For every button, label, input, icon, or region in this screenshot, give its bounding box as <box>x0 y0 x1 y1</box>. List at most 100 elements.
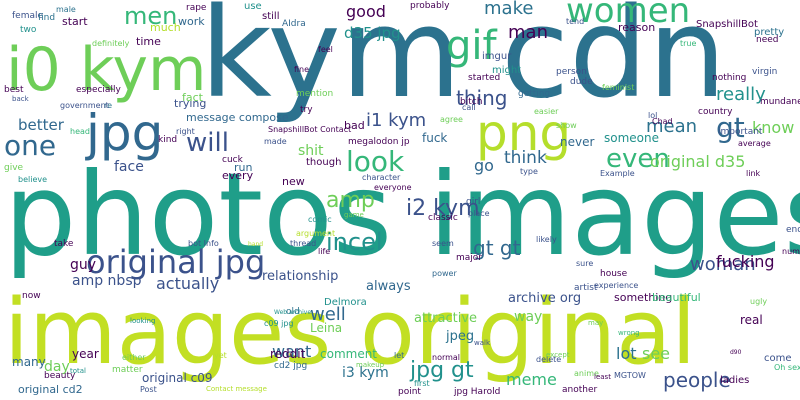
word: lot <box>616 344 637 363</box>
word: original d35 <box>650 152 746 171</box>
word: anime <box>574 369 599 378</box>
word: probably <box>410 1 450 11</box>
word: Contact message <box>206 385 267 393</box>
word: wrong <box>618 329 640 337</box>
word: experience <box>594 281 639 290</box>
word: SnapshillBot <box>696 19 758 30</box>
word: find <box>38 13 56 23</box>
word: well <box>310 304 346 325</box>
word: beautiful <box>652 291 701 304</box>
word: bitch <box>460 97 483 107</box>
word: seem <box>432 239 454 248</box>
word: man <box>508 22 548 43</box>
word: ladies <box>720 375 750 386</box>
word: getting <box>518 89 551 99</box>
word: come <box>764 353 792 364</box>
word: started <box>468 73 501 83</box>
word: trying <box>174 97 207 110</box>
word: definitely <box>92 39 130 48</box>
word: meme <box>506 370 557 389</box>
word: person <box>556 67 587 77</box>
word: megalodon jp <box>348 137 410 147</box>
word: amp nbsp <box>72 273 142 289</box>
word: relationship <box>262 269 339 284</box>
word: mean <box>646 116 698 137</box>
word: girl <box>466 197 481 207</box>
word: sure <box>576 259 594 268</box>
word: normal <box>432 353 461 362</box>
word: message compose <box>186 111 289 124</box>
word: walk <box>474 339 491 347</box>
word: Leina <box>310 321 343 335</box>
word: true <box>680 39 697 48</box>
word: mundane <box>760 97 800 107</box>
word: mention <box>296 89 334 99</box>
word: men <box>124 2 178 30</box>
word: old <box>286 307 300 317</box>
word: total <box>70 367 87 375</box>
word: gt gt <box>473 236 521 260</box>
word: Web archive <box>274 309 312 316</box>
word: government <box>60 101 109 110</box>
word: best <box>4 85 24 95</box>
word: something <box>614 291 673 304</box>
word: feel <box>318 45 333 54</box>
word: end <box>786 225 800 235</box>
word: make <box>484 0 534 19</box>
word: bad <box>344 119 365 132</box>
word: important <box>718 127 763 137</box>
word: original cd2 <box>18 383 83 396</box>
word: c09 jpg <box>264 319 294 328</box>
word: good <box>346 2 386 21</box>
word: matter <box>112 365 143 375</box>
word: might <box>492 65 522 76</box>
word: AIdra <box>282 19 306 29</box>
word: time <box>136 35 161 48</box>
word: run <box>234 161 253 174</box>
word: link <box>746 169 761 178</box>
word: head <box>70 127 90 136</box>
word: new <box>282 175 305 188</box>
word: ugly <box>750 297 768 306</box>
word: life <box>318 247 331 256</box>
word: though <box>306 157 342 168</box>
word: beauty <box>44 371 76 381</box>
word: kym cdn <box>200 0 727 126</box>
word: real <box>740 313 763 327</box>
word: use <box>244 1 262 12</box>
word: need <box>756 35 779 45</box>
word: reason <box>618 21 656 34</box>
word: dude <box>570 77 593 87</box>
word: go <box>474 156 494 175</box>
word: lol <box>648 111 658 120</box>
word: jpg gt <box>410 358 474 383</box>
word: attractive <box>414 311 478 326</box>
word: cuck <box>222 155 243 165</box>
word: really <box>716 84 766 105</box>
word: u <box>578 55 585 66</box>
word: many <box>12 355 46 369</box>
word: guy <box>70 257 97 273</box>
word: every <box>222 169 254 182</box>
word: archive org <box>508 291 582 306</box>
word: bot Info <box>188 239 219 248</box>
word: nothing <box>712 73 747 83</box>
word: back <box>12 95 29 103</box>
word: house <box>600 269 628 279</box>
word: country <box>698 107 733 117</box>
word: least <box>594 373 611 381</box>
word: start <box>62 15 88 28</box>
word: gt <box>716 111 745 144</box>
word: face <box>114 159 144 175</box>
word: artist <box>574 283 598 293</box>
word: give <box>4 163 24 173</box>
word: Delmora <box>324 297 367 308</box>
word: original jpg <box>86 243 266 281</box>
word: virgin <box>752 67 778 77</box>
word: Chad <box>652 117 673 126</box>
word: another <box>562 385 598 395</box>
word: everyone <box>374 183 412 192</box>
word: let <box>394 351 405 360</box>
word: better <box>18 116 64 134</box>
